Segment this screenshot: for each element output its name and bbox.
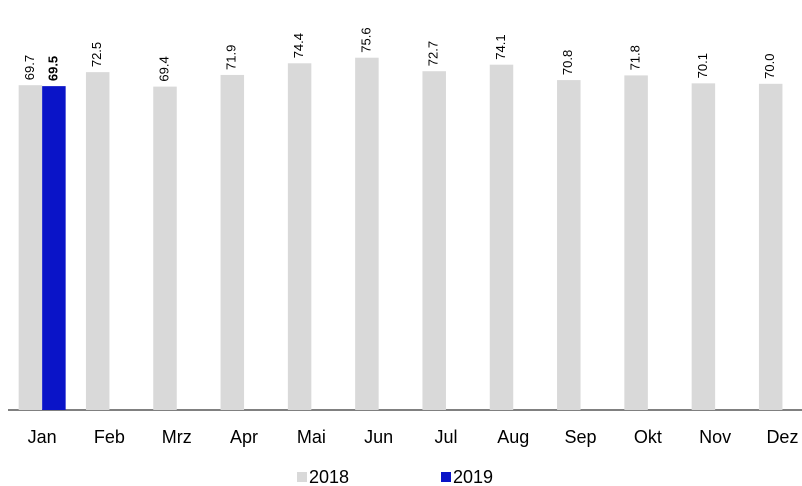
bar (691, 83, 716, 411)
x-tick-label: Feb (94, 427, 125, 447)
x-tick-label: Mrz (162, 427, 192, 447)
x-tick-label: Aug (497, 427, 529, 447)
data-label: 74.4 (291, 33, 306, 58)
legend-swatch (297, 472, 307, 482)
x-tick-label: Mai (297, 427, 326, 447)
x-tick-label: Nov (699, 427, 731, 447)
x-tick-label: Jun (364, 427, 393, 447)
data-label: 72.5 (89, 42, 104, 67)
data-label: 70.0 (762, 53, 777, 78)
data-label: 71.8 (628, 45, 643, 70)
data-label: 70.8 (560, 50, 575, 75)
legend-label: 2018 (309, 467, 349, 486)
data-label: 75.6 (358, 27, 373, 52)
bar (489, 64, 514, 410)
bar (220, 74, 245, 411)
bar (85, 72, 110, 411)
data-label: 70.1 (695, 53, 710, 78)
x-tick-label: Okt (634, 427, 662, 447)
data-label: 69.7 (22, 55, 37, 80)
legend-label: 2019 (453, 467, 493, 486)
legend-swatch (441, 472, 451, 482)
bar (557, 80, 581, 411)
bar (758, 83, 783, 411)
bar (624, 75, 648, 411)
data-label: 69.5 (45, 56, 60, 81)
x-tick-label: Jan (28, 427, 57, 447)
x-tick-label: Apr (230, 427, 258, 447)
x-tick-label: Dez (766, 427, 798, 447)
data-label: 69.4 (156, 56, 171, 81)
bar (287, 63, 312, 411)
bar (42, 86, 66, 410)
bar (355, 57, 379, 410)
bar (422, 71, 446, 410)
bar (153, 86, 177, 410)
x-tick-label: Jul (434, 427, 457, 447)
data-label: 72.7 (426, 41, 441, 66)
data-label: 74.1 (493, 34, 508, 59)
data-label: 71.9 (224, 45, 239, 70)
x-tick-label: Sep (565, 427, 597, 447)
bar (18, 85, 43, 410)
